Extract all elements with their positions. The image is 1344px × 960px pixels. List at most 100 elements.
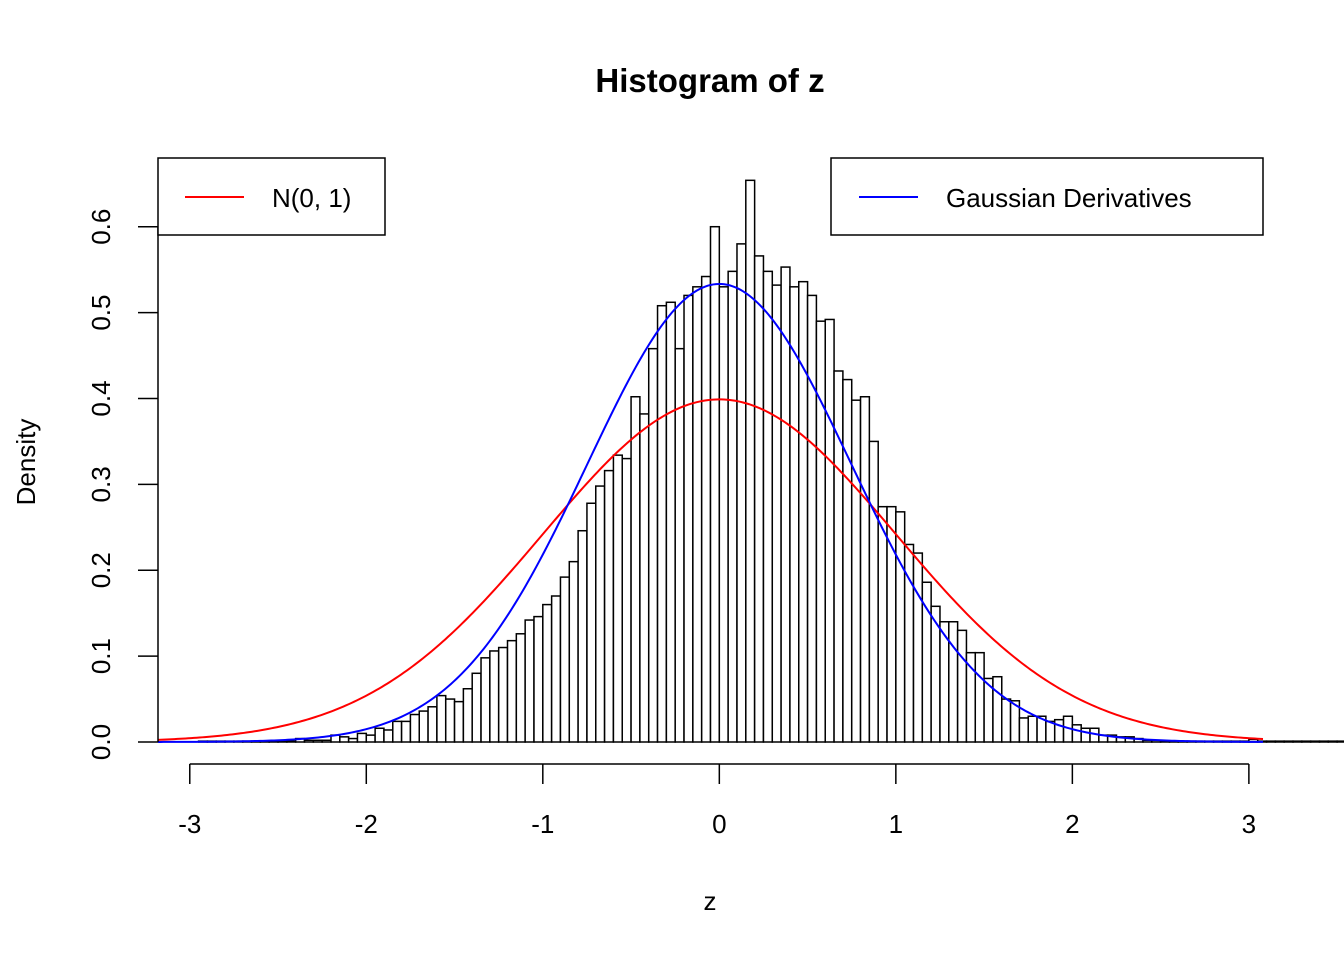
histogram-bar [842,378,853,743]
histogram-bar [771,284,782,743]
histogram-bar [453,700,465,743]
histogram-bar [577,529,588,743]
histogram-bar [436,694,447,743]
histogram-bar [833,370,844,743]
histogram-bar [1045,720,1056,743]
histogram-bar [850,399,862,743]
histogram-bar [392,720,403,743]
histogram-bar [1053,718,1065,743]
histogram-bar [1301,740,1312,743]
x-tick-label: 1 [889,809,903,839]
histogram-bar [277,740,288,743]
histogram-bar [533,615,544,743]
x-tick-label: 3 [1242,809,1256,839]
histogram-bar [992,675,1003,743]
histogram-bar [595,485,606,743]
histogram-bar [303,739,315,743]
legend-gaussian-derivatives: Gaussian Derivatives [830,157,1264,236]
histogram-bar [709,225,721,743]
histogram-bar [727,270,738,743]
x-tick-label: -2 [355,809,378,839]
histogram-bar [789,286,800,743]
histogram-bar [762,270,774,743]
y-tick-label: 0.6 [86,209,116,245]
histogram-bar [559,576,571,743]
y-tick-label: 0.0 [86,724,116,760]
histogram-bar [1027,715,1038,743]
histogram-bar [321,739,332,743]
histogram-bar [692,286,703,743]
histogram-bar [444,698,456,743]
y-tick-label: 0.2 [86,552,116,588]
x-tick-label: 0 [712,809,726,839]
histogram-bar [700,275,712,743]
histogram-bar [418,710,429,743]
histogram-bar [974,651,985,743]
y-tick-label: 0.4 [86,380,116,416]
histogram-bar [753,255,765,743]
histogram-bar [683,294,694,743]
histogram-bar [798,280,809,743]
histogram-bar [586,502,597,743]
y-tick-label: 0.3 [86,466,116,502]
histogram-bar [427,706,438,743]
histogram-bar [542,603,553,743]
histogram-bar [347,737,359,743]
histogram-bar [745,179,756,743]
gaussian-derivatives-curve [157,282,1263,743]
histogram-bar [1318,740,1330,743]
histogram-bar [1018,717,1029,743]
histogram-bar [1327,740,1338,743]
histogram-bar [524,619,535,743]
histogram-bar [956,629,968,743]
histogram-bar [912,552,924,743]
histogram-bar [921,581,932,743]
histogram-bar [806,294,818,743]
histogram-bar [859,396,871,743]
histogram-bar [647,347,659,743]
histogram-bar [603,469,615,743]
histogram-bar [383,729,394,743]
histogram-bar [462,688,473,743]
histogram-bar [824,318,835,743]
histogram-bar [497,646,509,743]
legend-label-normal: N(0, 1) [272,183,351,213]
histogram-bar [489,650,500,743]
histogram-bar [639,413,650,743]
histogram-bar [365,734,376,743]
y-axis: 0.0 0.1 0.2 0.3 0.4 0.5 0.6 [86,209,159,760]
histogram-bar [1292,740,1303,743]
histogram-bar [312,739,323,743]
histogram-bar [471,672,482,743]
histogram-bar [1336,740,1344,743]
histogram-bar [1265,740,1277,743]
y-axis-label: Density [11,419,41,506]
histogram-bar [877,505,888,743]
x-tick-label: -3 [178,809,201,839]
histogram-bar [895,511,906,743]
chart-title: Histogram of z [595,62,824,99]
x-axis: -3 -2 -1 0 1 2 3 [178,763,1256,839]
histogram-bar [286,740,297,743]
histogram-bar [665,301,676,743]
legend-normal: N(0, 1) [157,157,386,236]
normal-density-curve [157,398,1264,741]
y-tick-label: 0.1 [86,638,116,674]
histogram-bar [550,595,562,743]
histogram-bar [506,639,518,743]
histogram-bar [409,713,421,743]
histogram-bars [197,179,1344,743]
histogram-bar [656,304,668,743]
legend-box [157,157,386,236]
x-tick-label: 2 [1065,809,1079,839]
histogram-bar [736,243,747,743]
histogram-bar [1283,740,1294,743]
x-axis-label: z [704,886,717,916]
histogram-bar [568,560,579,743]
histogram-bar [621,457,632,743]
density-curves [157,282,1264,743]
histogram-bar [868,440,879,743]
histogram-bar [815,320,826,743]
histogram-bar [1309,740,1321,743]
